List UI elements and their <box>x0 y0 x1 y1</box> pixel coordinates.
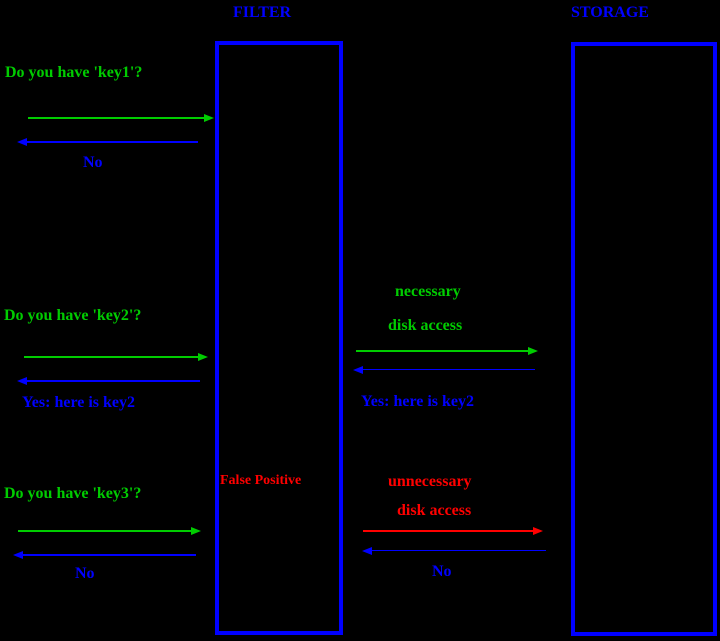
query-key1-label: Do you have 'key1'? <box>5 64 143 81</box>
arrowhead-left-icon <box>17 377 27 385</box>
arrow-disk-request-key3 <box>363 527 543 535</box>
reply-yes-key2-label: Yes: here is key2 <box>22 394 136 411</box>
arrow-reply-no-key1 <box>17 138 198 146</box>
unnecessary-disk-access-label-line1: unnecessary <box>388 473 472 490</box>
storage-box <box>571 42 717 636</box>
query-key2-label: Do you have 'key2'? <box>4 307 142 324</box>
arrow-reply-yes-key2 <box>17 377 200 385</box>
arrow-disk-reply-key2 <box>353 365 535 374</box>
query-key3-label: Do you have 'key3'? <box>4 485 142 502</box>
arrow-query-key3 <box>18 527 201 535</box>
arrow-disk-request-key2 <box>356 347 538 355</box>
necessary-disk-access-label-line1: necessary <box>395 283 461 300</box>
arrowhead-left-icon <box>13 551 23 559</box>
unnecessary-disk-access-label-line2: disk access <box>397 502 472 519</box>
arrowhead-right-icon <box>528 347 538 355</box>
arrowhead-left-icon <box>362 546 372 555</box>
arrowhead-right-icon <box>533 527 543 535</box>
arrowhead-left-icon <box>353 365 363 374</box>
reply-no-key3-label: No <box>75 565 95 582</box>
false-positive-label: False Positive <box>220 473 302 488</box>
necessary-disk-access-label-line2: disk access <box>388 317 463 334</box>
storage-reply-no-key3-label: No <box>432 563 452 580</box>
arrow-disk-reply-key3 <box>362 546 546 555</box>
storage-reply-yes-key2-label: Yes: here is key2 <box>361 393 475 410</box>
arrow-reply-no-key3 <box>13 551 196 559</box>
arrow-query-key1 <box>28 114 214 122</box>
reply-no-key1-label: No <box>83 154 103 171</box>
filter-title: FILTER <box>233 4 292 21</box>
arrowhead-right-icon <box>191 527 201 535</box>
storage-title: STORAGE <box>571 4 649 21</box>
arrowhead-left-icon <box>17 138 27 146</box>
arrowhead-right-icon <box>198 353 208 361</box>
filter-box <box>215 41 343 635</box>
arrowhead-right-icon <box>204 114 214 122</box>
arrow-query-key2 <box>24 353 208 361</box>
